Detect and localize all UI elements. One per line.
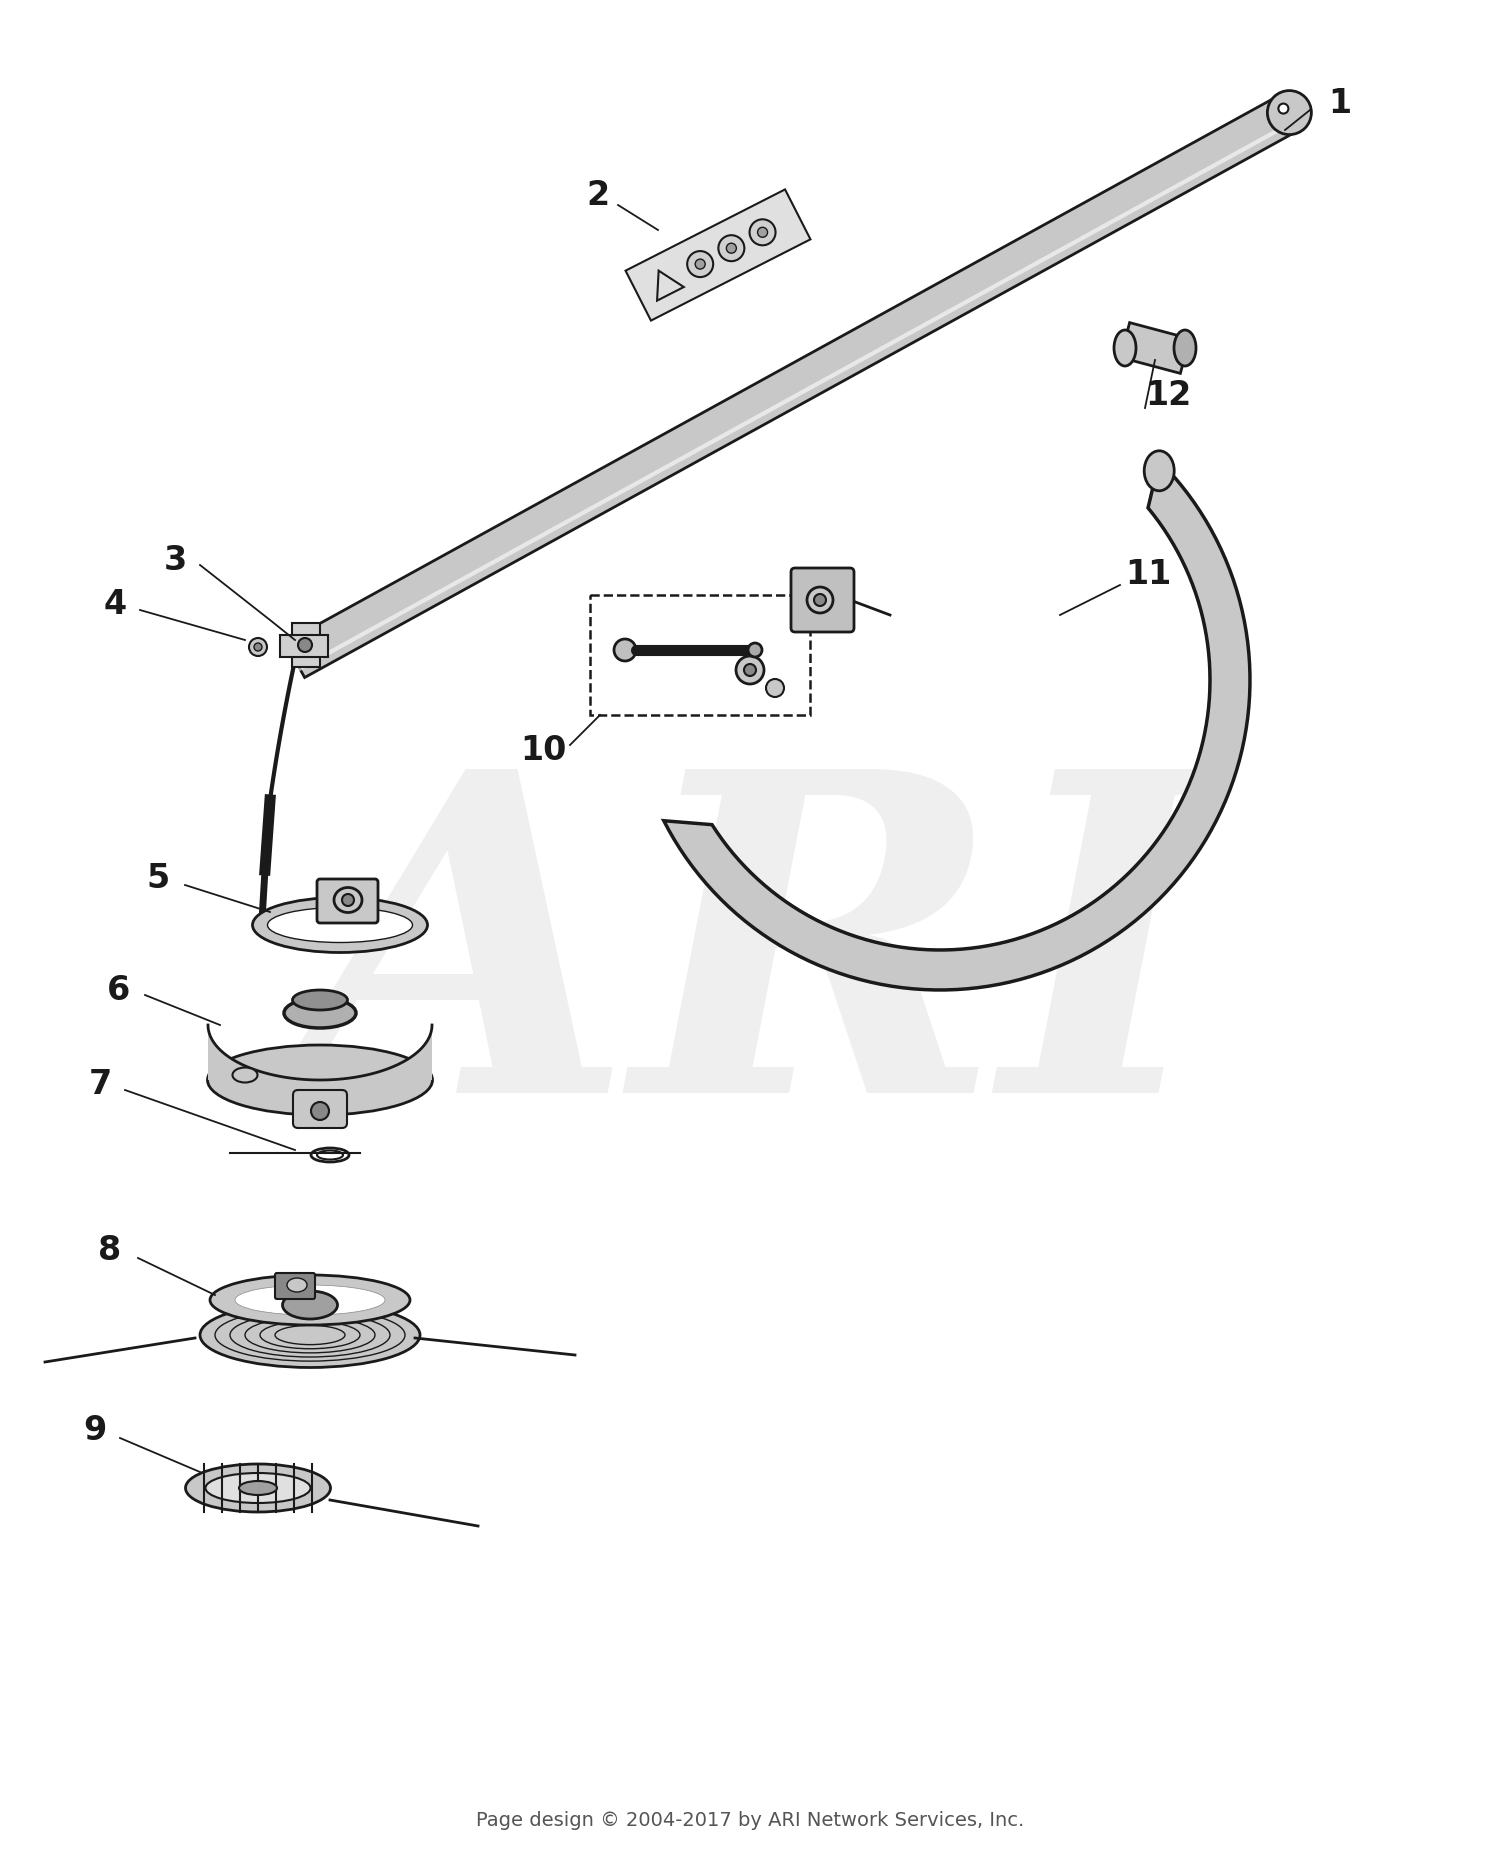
Circle shape <box>1278 104 1288 113</box>
Ellipse shape <box>1268 91 1311 135</box>
Circle shape <box>718 235 744 261</box>
Ellipse shape <box>267 908 413 943</box>
Text: 2: 2 <box>586 178 609 211</box>
Text: 10: 10 <box>520 734 566 767</box>
FancyBboxPatch shape <box>292 1090 346 1128</box>
Circle shape <box>807 587 832 613</box>
Text: 1: 1 <box>1329 87 1352 119</box>
Ellipse shape <box>614 639 636 662</box>
Text: 3: 3 <box>164 543 186 576</box>
Ellipse shape <box>342 893 354 906</box>
FancyBboxPatch shape <box>626 189 810 321</box>
FancyBboxPatch shape <box>790 569 853 632</box>
Polygon shape <box>1120 322 1190 374</box>
Text: 11: 11 <box>1125 558 1172 591</box>
Ellipse shape <box>334 888 362 912</box>
Ellipse shape <box>210 1275 410 1325</box>
FancyBboxPatch shape <box>274 1273 315 1299</box>
Bar <box>292 623 320 667</box>
Ellipse shape <box>200 1303 420 1368</box>
Text: 5: 5 <box>147 862 170 895</box>
Circle shape <box>310 1103 328 1119</box>
Ellipse shape <box>236 1284 386 1316</box>
Ellipse shape <box>252 897 428 952</box>
Ellipse shape <box>207 1045 432 1116</box>
Text: 8: 8 <box>99 1234 122 1266</box>
Text: 9: 9 <box>84 1414 106 1447</box>
Bar <box>590 595 810 715</box>
Circle shape <box>249 637 267 656</box>
Circle shape <box>766 678 784 697</box>
Ellipse shape <box>286 1279 308 1292</box>
Text: Page design © 2004-2017 by ARI Network Services, Inc.: Page design © 2004-2017 by ARI Network S… <box>476 1810 1024 1829</box>
Ellipse shape <box>1144 450 1174 491</box>
FancyBboxPatch shape <box>316 878 378 923</box>
Circle shape <box>254 643 262 650</box>
Circle shape <box>744 663 756 676</box>
Ellipse shape <box>1174 330 1196 367</box>
Bar <box>280 636 328 658</box>
Polygon shape <box>664 461 1250 990</box>
Text: 4: 4 <box>104 589 126 621</box>
Ellipse shape <box>292 990 348 1010</box>
Text: 7: 7 <box>88 1069 111 1101</box>
Ellipse shape <box>282 1292 338 1319</box>
Circle shape <box>750 219 776 245</box>
Ellipse shape <box>206 1473 310 1503</box>
Ellipse shape <box>748 643 762 658</box>
Circle shape <box>815 595 827 606</box>
Ellipse shape <box>1114 330 1136 367</box>
Text: 6: 6 <box>106 973 129 1006</box>
Polygon shape <box>285 98 1294 678</box>
Circle shape <box>758 228 768 237</box>
Ellipse shape <box>238 1481 278 1495</box>
Circle shape <box>687 250 712 278</box>
Circle shape <box>298 637 312 652</box>
Text: ARI: ARI <box>290 754 1210 1186</box>
Circle shape <box>694 259 705 269</box>
Ellipse shape <box>186 1464 330 1512</box>
Ellipse shape <box>284 999 356 1028</box>
Text: 12: 12 <box>1144 378 1191 411</box>
Circle shape <box>736 656 764 684</box>
Ellipse shape <box>232 1067 258 1082</box>
Circle shape <box>726 243 736 254</box>
